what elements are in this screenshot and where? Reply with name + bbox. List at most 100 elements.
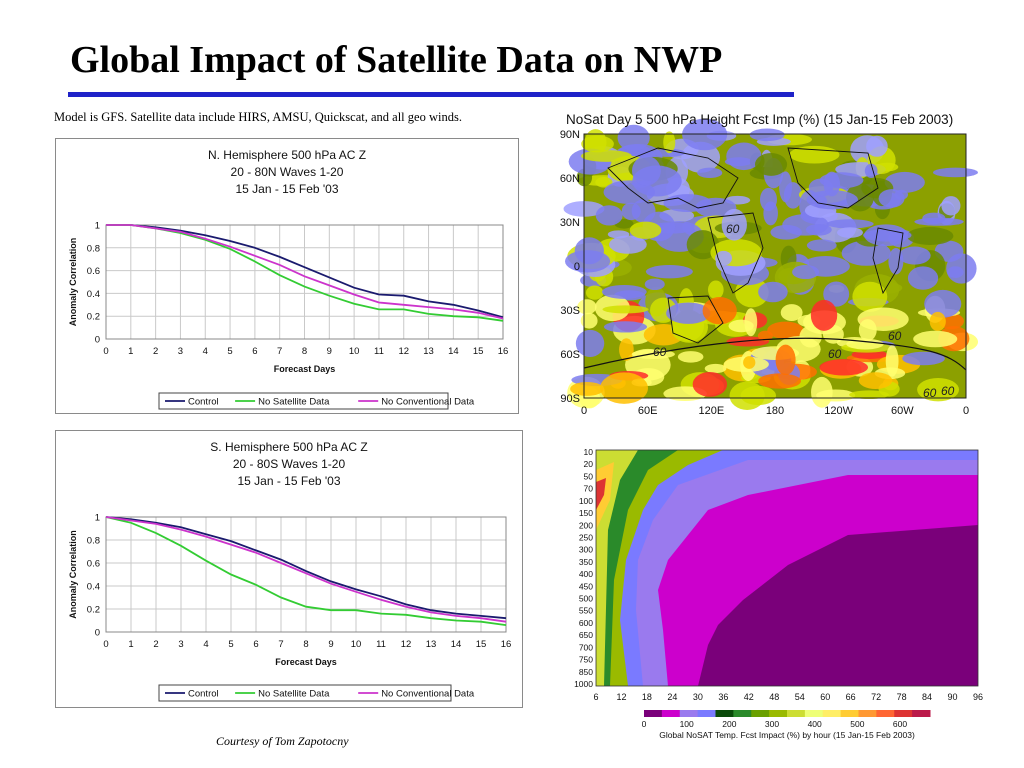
impact-blob: [906, 227, 954, 245]
plot-frame: [105, 516, 507, 633]
impact-blob: [819, 359, 868, 376]
impact-blob: [743, 356, 756, 369]
impact-blob: [885, 345, 899, 377]
impact-blob: [677, 351, 704, 363]
chart-title-line: 20 - 80N Waves 1-20: [231, 165, 344, 179]
impact-blob: [863, 228, 912, 242]
lat-tick-label: 90S: [560, 393, 580, 405]
x-tick-label: 0: [103, 346, 108, 357]
contour-label: 60: [726, 222, 740, 236]
x-tick-label: 10: [349, 346, 360, 357]
hour-tick-label: 6: [593, 692, 598, 702]
x-tick-label: 14: [451, 639, 462, 650]
impact-blob: [749, 128, 785, 142]
y-tick-label: 0.8: [87, 536, 100, 547]
coastline: [872, 227, 904, 295]
impact-blob: [581, 135, 614, 153]
impact-blob: [792, 264, 820, 280]
impact-blob: [884, 171, 925, 193]
x-tick-label: 16: [498, 346, 509, 357]
impact-blob: [726, 142, 762, 171]
impact-blob: [728, 319, 754, 333]
impact-blob: [811, 376, 833, 408]
colorbar-label: 400: [808, 719, 822, 729]
impact-blob: [697, 167, 723, 179]
impact-blob: [805, 223, 832, 236]
impact-blob: [663, 131, 676, 154]
impact-blob: [763, 201, 778, 226]
legend-entry: Control: [188, 397, 219, 408]
contour-frame: [595, 449, 979, 687]
y-tick-label: 0.2: [87, 312, 100, 323]
chart-title-line: 15 Jan - 15 Feb '03: [237, 474, 340, 488]
impact-blob: [907, 266, 939, 290]
impact-blob: [852, 281, 888, 312]
impact-blob: [603, 321, 648, 333]
hour-tick-label: 66: [846, 692, 856, 702]
impact-blob: [913, 330, 958, 348]
series-line: [105, 516, 507, 626]
colorbar-label: 600: [893, 719, 907, 729]
pressure-tick-label: 10: [584, 447, 594, 457]
hour-tick-label: 96: [973, 692, 983, 702]
title-underline: [68, 92, 794, 97]
legend-box: [158, 684, 452, 702]
pressure-tick-label: 350: [579, 557, 593, 567]
colorbar-swatch: [733, 710, 752, 717]
hour-tick-label: 72: [871, 692, 881, 702]
x-tick-label: 12: [401, 639, 412, 650]
impact-blob: [810, 299, 838, 331]
impact-band: [596, 450, 978, 686]
impact-blob: [857, 307, 909, 331]
pressure-tick-label: 450: [579, 581, 593, 591]
impact-blob: [600, 372, 648, 404]
x-tick-label: 7: [277, 346, 282, 357]
coastline: [707, 212, 764, 294]
x-tick-label: 14: [448, 346, 459, 357]
pressure-tick-label: 700: [579, 642, 593, 652]
slide-title: Global Impact of Satellite Data on NWP: [70, 39, 723, 81]
impact-blob: [806, 190, 858, 210]
hour-tick-label: 42: [744, 692, 754, 702]
impact-blob: [826, 219, 874, 229]
pressure-tick-label: 500: [579, 594, 593, 604]
x-tick-label: 1: [128, 346, 133, 357]
lon-tick-label: 180: [766, 405, 784, 417]
x-tick-label: 9: [328, 639, 333, 650]
impact-blob: [609, 235, 647, 254]
contour-title: Global NoSAT Temp. Fcst Impact (%) by ho…: [659, 730, 915, 740]
impact-blob: [767, 321, 804, 339]
pressure-tick-label: 550: [579, 606, 593, 616]
lon-tick-label: 60W: [891, 405, 914, 417]
impact-blob: [702, 297, 737, 325]
impact-blob: [758, 373, 802, 389]
y-tick-label: 0: [95, 335, 100, 346]
x-tick-label: 12: [398, 346, 409, 357]
pressure-tick-label: 150: [579, 508, 593, 518]
hour-tick-label: 54: [795, 692, 805, 702]
colorbar-swatch: [787, 710, 806, 717]
colorbar-swatch: [697, 710, 716, 717]
x-tick-label: 7: [278, 639, 283, 650]
series-line: [106, 224, 504, 320]
colorbar-label: 200: [722, 719, 736, 729]
x-tick-label: 0: [103, 639, 108, 650]
impact-blob: [754, 153, 788, 176]
y-tick-label: 1: [95, 221, 100, 232]
y-tick-label: 0.4: [87, 289, 100, 300]
pressure-tick-label: 300: [579, 545, 593, 555]
impact-blob: [858, 372, 893, 389]
impact-blob: [645, 264, 693, 279]
impact-blob: [775, 344, 796, 376]
lat-tick-label: 30N: [560, 217, 580, 229]
colorbar-label: 100: [680, 719, 694, 729]
x-tick-label: 4: [203, 639, 208, 650]
pressure-tick-label: 50: [584, 471, 594, 481]
impact-blob: [806, 239, 837, 252]
legend-entry: No Conventional Data: [381, 689, 475, 700]
x-tick-label: 15: [473, 346, 484, 357]
impact-blob: [644, 278, 665, 291]
impact-band: [596, 462, 614, 530]
impact-blob: [914, 217, 964, 226]
impact-band: [596, 478, 606, 510]
